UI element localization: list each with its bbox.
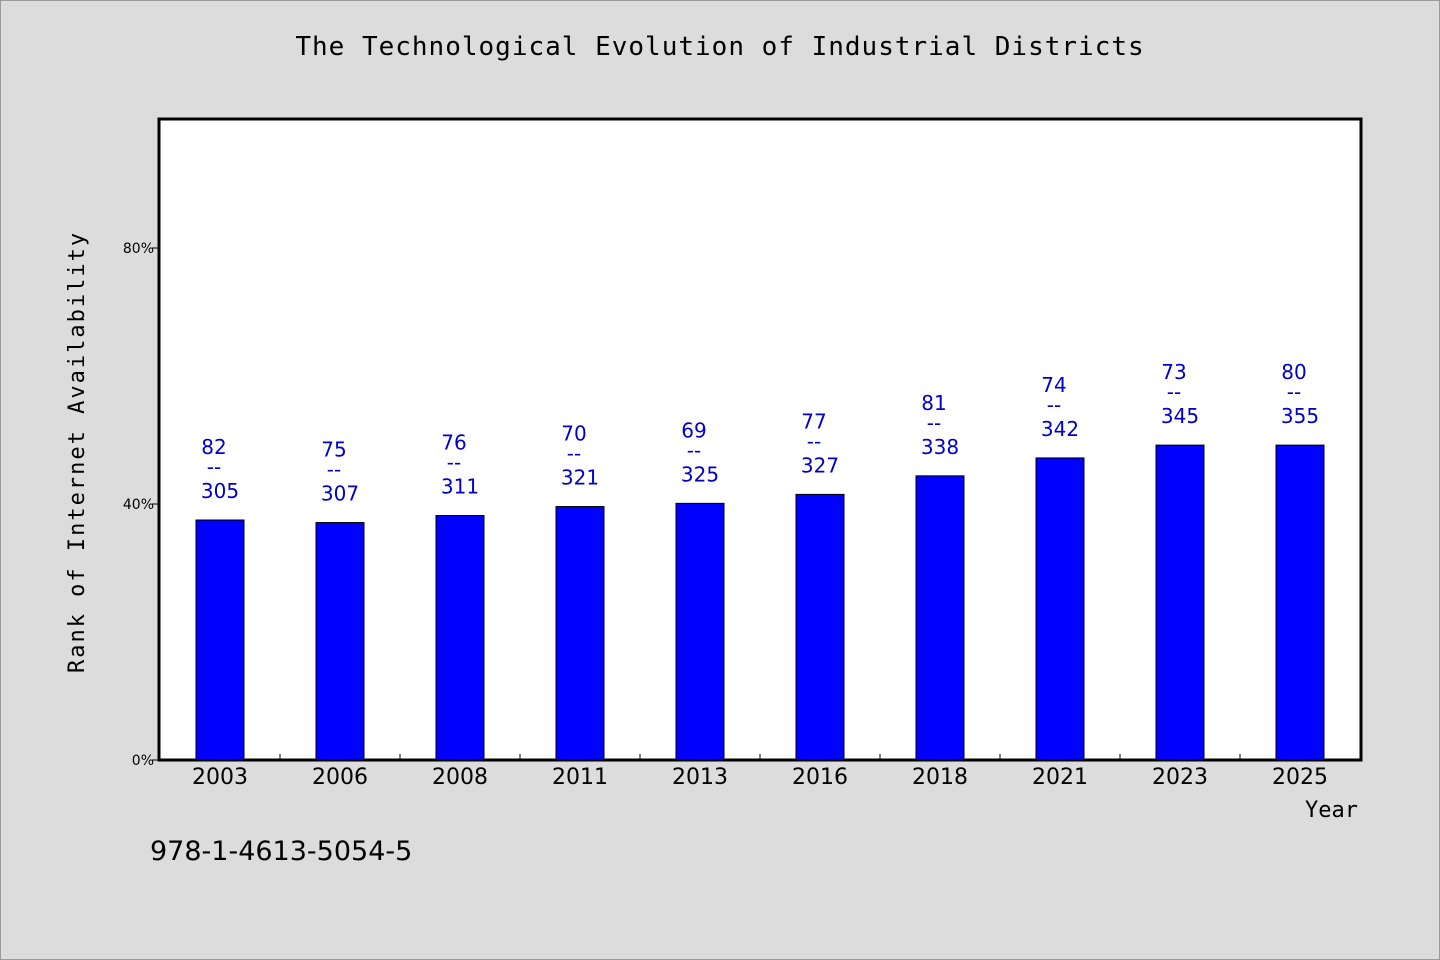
- bar-label-bottom: 345: [1161, 404, 1199, 428]
- bar-label-separator: --: [567, 442, 581, 466]
- bar-label-top: 77: [801, 409, 826, 433]
- y-axis-label: Rank of Internet Availability: [65, 231, 90, 673]
- bar-label-bottom: 307: [321, 482, 359, 506]
- y-tick-label: 80%: [123, 241, 154, 257]
- x-axis-label: Year: [1305, 798, 1358, 823]
- bar-label-separator: --: [687, 438, 701, 462]
- x-tick-label: 2006: [312, 765, 368, 790]
- bar-label-separator: --: [447, 451, 461, 475]
- chart-title: The Technological Evolution of Industria…: [295, 32, 1145, 62]
- bar-label-top: 76: [441, 431, 466, 455]
- bar: [1275, 444, 1325, 761]
- bar-label-top: 70: [561, 422, 586, 446]
- bar-label-bottom: 325: [681, 462, 719, 486]
- x-tick-label: 2023: [1152, 765, 1208, 790]
- bar: [675, 502, 725, 761]
- bar-label-bottom: 342: [1041, 417, 1079, 441]
- bar: [435, 515, 485, 761]
- bar-label-top: 73: [1161, 360, 1186, 384]
- y-tick-label: 0%: [132, 753, 154, 769]
- bar-label-separator: --: [1287, 380, 1301, 404]
- bar-label-bottom: 355: [1281, 404, 1319, 428]
- x-tick-label: 2021: [1032, 765, 1088, 790]
- bar: [195, 519, 245, 761]
- bar-label-top: 74: [1041, 373, 1066, 397]
- bar-label-separator: --: [927, 411, 941, 435]
- bar-labels: 82--30575--30776--31170--32169--32577--3…: [201, 360, 1319, 505]
- bar-label-bottom: 305: [201, 479, 239, 503]
- bar-label-separator: --: [207, 455, 221, 479]
- bar: [915, 475, 965, 761]
- bar-label-bottom: 311: [441, 475, 479, 499]
- bar: [1155, 444, 1205, 761]
- bar-label-top: 69: [681, 418, 706, 442]
- bar-label-bottom: 338: [921, 435, 959, 459]
- y-axis: 0% 40% 80%: [123, 241, 160, 769]
- bar-label-separator: --: [1047, 393, 1061, 417]
- x-tick-label: 2003: [192, 765, 248, 790]
- bar-label-bottom: 327: [801, 453, 839, 477]
- bar-label-top: 82: [201, 435, 226, 459]
- bar-label-top: 81: [921, 391, 946, 415]
- bar: [1035, 457, 1085, 761]
- bar-label-separator: --: [327, 458, 341, 482]
- bar: [315, 522, 365, 761]
- y-tick-label: 40%: [123, 497, 154, 513]
- x-tick-label: 2011: [552, 765, 608, 790]
- bar-label-top: 80: [1281, 360, 1306, 384]
- x-tick-label: 2013: [672, 765, 728, 790]
- x-axis: 2003 2006 2008 2011 2013 2016 2018 2021 2023 2025: [192, 754, 1328, 790]
- x-tick-label: 2018: [912, 765, 968, 790]
- bar: [795, 493, 845, 761]
- bar-label-separator: --: [1167, 380, 1181, 404]
- x-tick-label: 2008: [432, 765, 488, 790]
- bars: [195, 444, 1325, 761]
- x-tick-label: 2025: [1272, 765, 1328, 790]
- bar-label-top: 75: [321, 438, 346, 462]
- bar-label-bottom: 321: [561, 466, 599, 490]
- bar: [555, 506, 605, 761]
- x-tick-label: 2016: [792, 765, 848, 790]
- isbn-code: 978-1-4613-5054-5: [150, 836, 413, 867]
- bar-label-separator: --: [807, 429, 821, 453]
